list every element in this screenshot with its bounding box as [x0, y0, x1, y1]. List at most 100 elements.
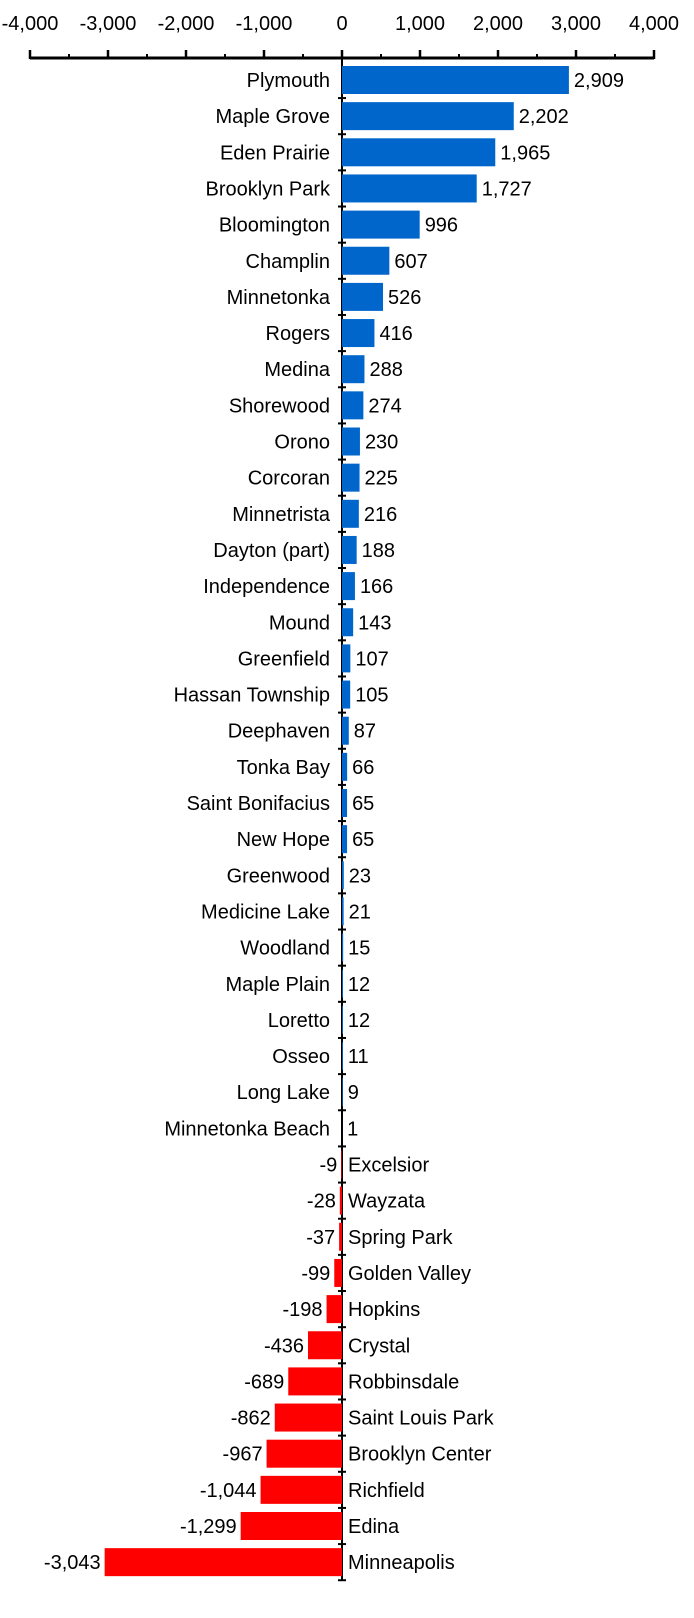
category-label: Robbinsdale: [348, 1371, 459, 1393]
value-label: 288: [369, 359, 402, 381]
bar: [342, 789, 348, 817]
x-axis-tick-label: 1,000: [395, 13, 445, 35]
category-label: Eden Prairie: [220, 142, 330, 164]
bar: [342, 1078, 343, 1107]
bar: [342, 355, 365, 384]
value-label: 65: [352, 793, 374, 815]
value-label: 15: [348, 938, 370, 960]
value-label: 1: [347, 1118, 358, 1140]
category-label: Medicine Lake: [201, 901, 330, 923]
category-label: Rogers: [266, 323, 330, 345]
bar: [342, 969, 343, 998]
value-label: 12: [348, 974, 370, 996]
category-label: Long Lake: [237, 1082, 330, 1104]
value-label: -9: [320, 1155, 338, 1177]
x-axis-tick-label: 4,000: [629, 13, 679, 35]
category-label: Wayzata: [348, 1191, 426, 1213]
category-label: Brooklyn Park: [206, 178, 331, 200]
bar: [307, 1331, 342, 1360]
value-label: 526: [388, 287, 421, 309]
bar: [342, 246, 390, 275]
category-label: Maple Grove: [216, 106, 331, 128]
value-label: 12: [348, 1010, 370, 1032]
value-label: -436: [264, 1335, 304, 1357]
value-label: 1,965: [500, 142, 550, 164]
category-label: Shorewood: [229, 395, 330, 417]
x-axis: -4,000 -3,000 -2,000 -1,000 0 1,000 2,000 3,000…: [2, 13, 679, 1582]
bar: [342, 825, 348, 854]
value-label: -198: [283, 1299, 323, 1321]
bars: [104, 66, 569, 1577]
category-label: Spring Park: [348, 1227, 453, 1249]
bar: [342, 933, 344, 962]
value-label: -967: [223, 1444, 263, 1466]
value-label: 21: [349, 901, 371, 923]
category-label: Minnetonka: [227, 287, 331, 309]
value-label: -862: [231, 1408, 271, 1430]
x-axis-tick-label: 0: [336, 13, 347, 35]
category-label: Greenwood: [227, 865, 330, 887]
value-label: -3,043: [44, 1552, 101, 1574]
bar: [342, 427, 360, 456]
category-label: Plymouth: [247, 70, 330, 92]
category-label: Golden Valley: [348, 1263, 471, 1285]
bar: [274, 1403, 342, 1432]
category-label: Minnetrista: [232, 504, 331, 526]
x-axis-tick-label: -2,000: [158, 13, 215, 35]
category-label: Woodland: [240, 938, 330, 960]
value-label: 2,909: [574, 70, 624, 92]
bar: [266, 1439, 342, 1468]
category-label: Edina: [348, 1516, 400, 1538]
category-label: Minnetonka Beach: [164, 1118, 330, 1140]
value-label: 65: [352, 829, 374, 851]
bar: [334, 1258, 342, 1287]
category-label: Independence: [203, 576, 330, 598]
bar: [342, 572, 355, 601]
bar: [326, 1295, 342, 1324]
category-label: Maple Plain: [225, 974, 330, 996]
category-label: Brooklyn Center: [348, 1444, 492, 1466]
value-label: 11: [348, 1046, 369, 1068]
value-label: 23: [349, 865, 371, 887]
x-axis-tick-label: -1,000: [236, 13, 293, 35]
category-label: Osseo: [272, 1046, 330, 1068]
category-label: Minneapolis: [348, 1552, 455, 1574]
bar: [342, 210, 420, 239]
value-label: 105: [355, 685, 388, 707]
category-label: Bloomington: [219, 215, 330, 237]
category-label: Dayton (part): [213, 540, 330, 562]
value-label: 216: [364, 504, 397, 526]
category-label: Corcoran: [248, 468, 330, 490]
bar: [342, 282, 384, 311]
bar: [342, 391, 364, 420]
bar: [342, 102, 514, 131]
x-axis-tick-label: -3,000: [80, 13, 137, 35]
category-label: Saint Bonifacius: [187, 793, 330, 815]
labels: Plymouth 2,909 Maple Grove 2,202 Eden Prairi…: [44, 70, 624, 1574]
bar: [342, 1005, 343, 1034]
category-label: Hassan Township: [174, 685, 330, 707]
value-label: 188: [362, 540, 395, 562]
bar: [341, 1150, 342, 1179]
value-label: -99: [301, 1263, 330, 1285]
value-label: 107: [355, 648, 388, 670]
bar: [339, 1186, 342, 1215]
value-label: 607: [394, 251, 427, 273]
bar: [342, 644, 351, 673]
bar: [342, 680, 351, 709]
bar: [342, 608, 354, 637]
bar: [342, 66, 569, 94]
bar: [342, 174, 477, 203]
bar: [342, 463, 360, 492]
value-label: -28: [307, 1191, 336, 1213]
category-label: Orono: [274, 432, 330, 454]
category-label: Hopkins: [348, 1299, 420, 1321]
value-label: 996: [425, 215, 458, 237]
category-label: Greenfield: [238, 648, 330, 670]
category-label: Crystal: [348, 1335, 410, 1357]
category-label: Champlin: [246, 251, 330, 273]
bar: [342, 535, 357, 564]
value-label: 416: [379, 323, 412, 345]
value-label: 2,202: [519, 106, 569, 128]
